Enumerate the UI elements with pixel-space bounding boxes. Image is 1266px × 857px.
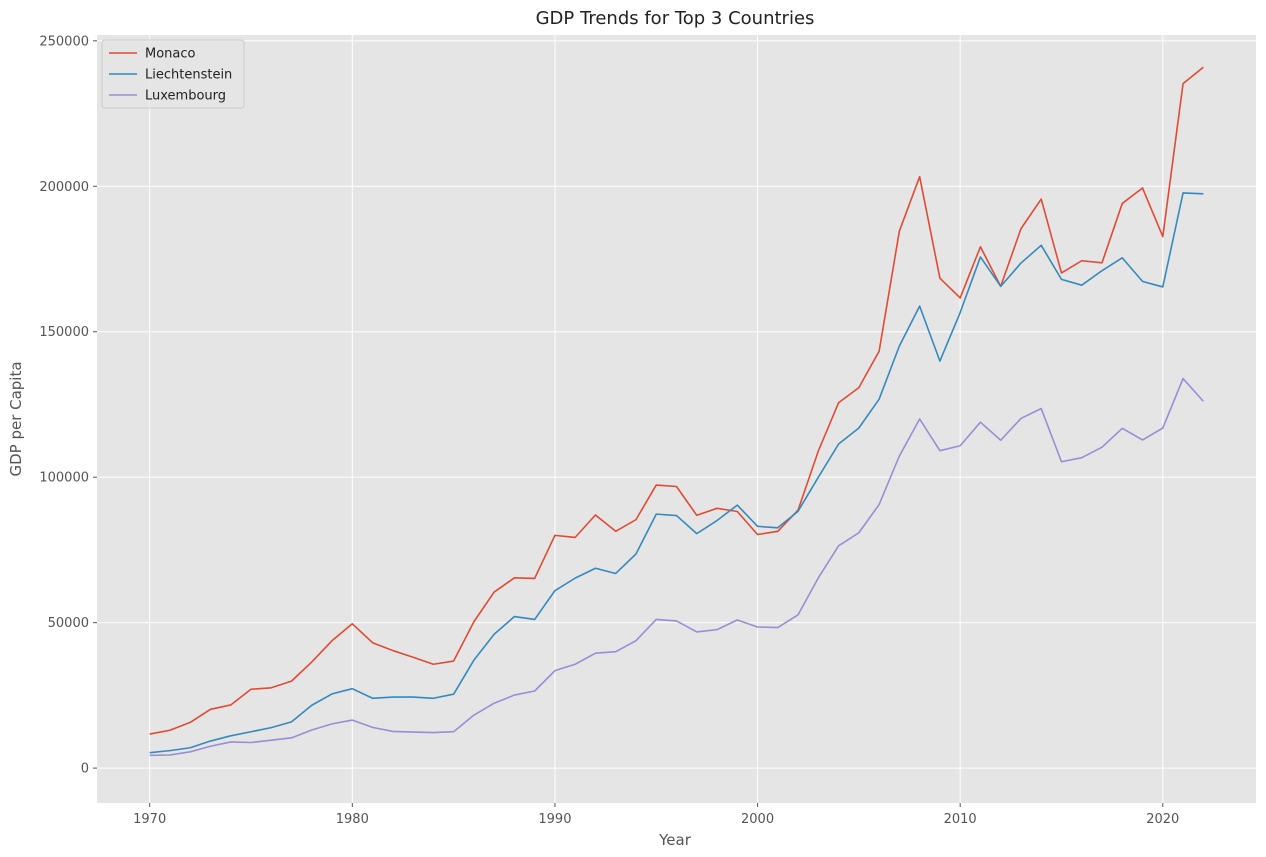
legend: Monaco Liechtenstein Luxembourg	[101, 39, 245, 109]
axis-ticks: 1970 1980 1990 2000 2010 2020 0 50000 100000 1500…	[39, 34, 1179, 827]
series-line-luxembourg	[149, 377, 1204, 757]
y-tick-label: 250000	[39, 34, 89, 49]
x-tick-label: 2000	[741, 812, 774, 827]
series-lines	[149, 66, 1204, 757]
y-tick-label: 0	[81, 762, 89, 777]
grid	[97, 35, 1256, 803]
y-axis-label: GDP per Capita	[7, 361, 25, 476]
legend-label-liechtenstein: Liechtenstein	[145, 68, 232, 83]
x-tick-label: 1980	[336, 812, 369, 827]
series-line-liechtenstein	[149, 192, 1204, 754]
x-tick-label: 2020	[1146, 812, 1179, 827]
y-tick-label: 150000	[39, 325, 89, 340]
chart-title: GDP Trends for Top 3 Countries	[536, 8, 815, 29]
legend-box	[101, 39, 245, 109]
y-tick-label: 100000	[39, 471, 89, 486]
x-axis-label: Year	[658, 831, 692, 849]
x-tick-label: 1970	[133, 812, 166, 827]
legend-label-monaco: Monaco	[145, 47, 196, 62]
x-tick-label: 2010	[944, 812, 977, 827]
series-line-monaco	[149, 66, 1204, 735]
legend-label-luxembourg: Luxembourg	[145, 89, 226, 104]
x-tick-label: 1990	[538, 812, 571, 827]
y-tick-label: 50000	[48, 616, 89, 631]
plot-area	[97, 35, 1256, 803]
y-tick-label: 200000	[39, 180, 89, 195]
